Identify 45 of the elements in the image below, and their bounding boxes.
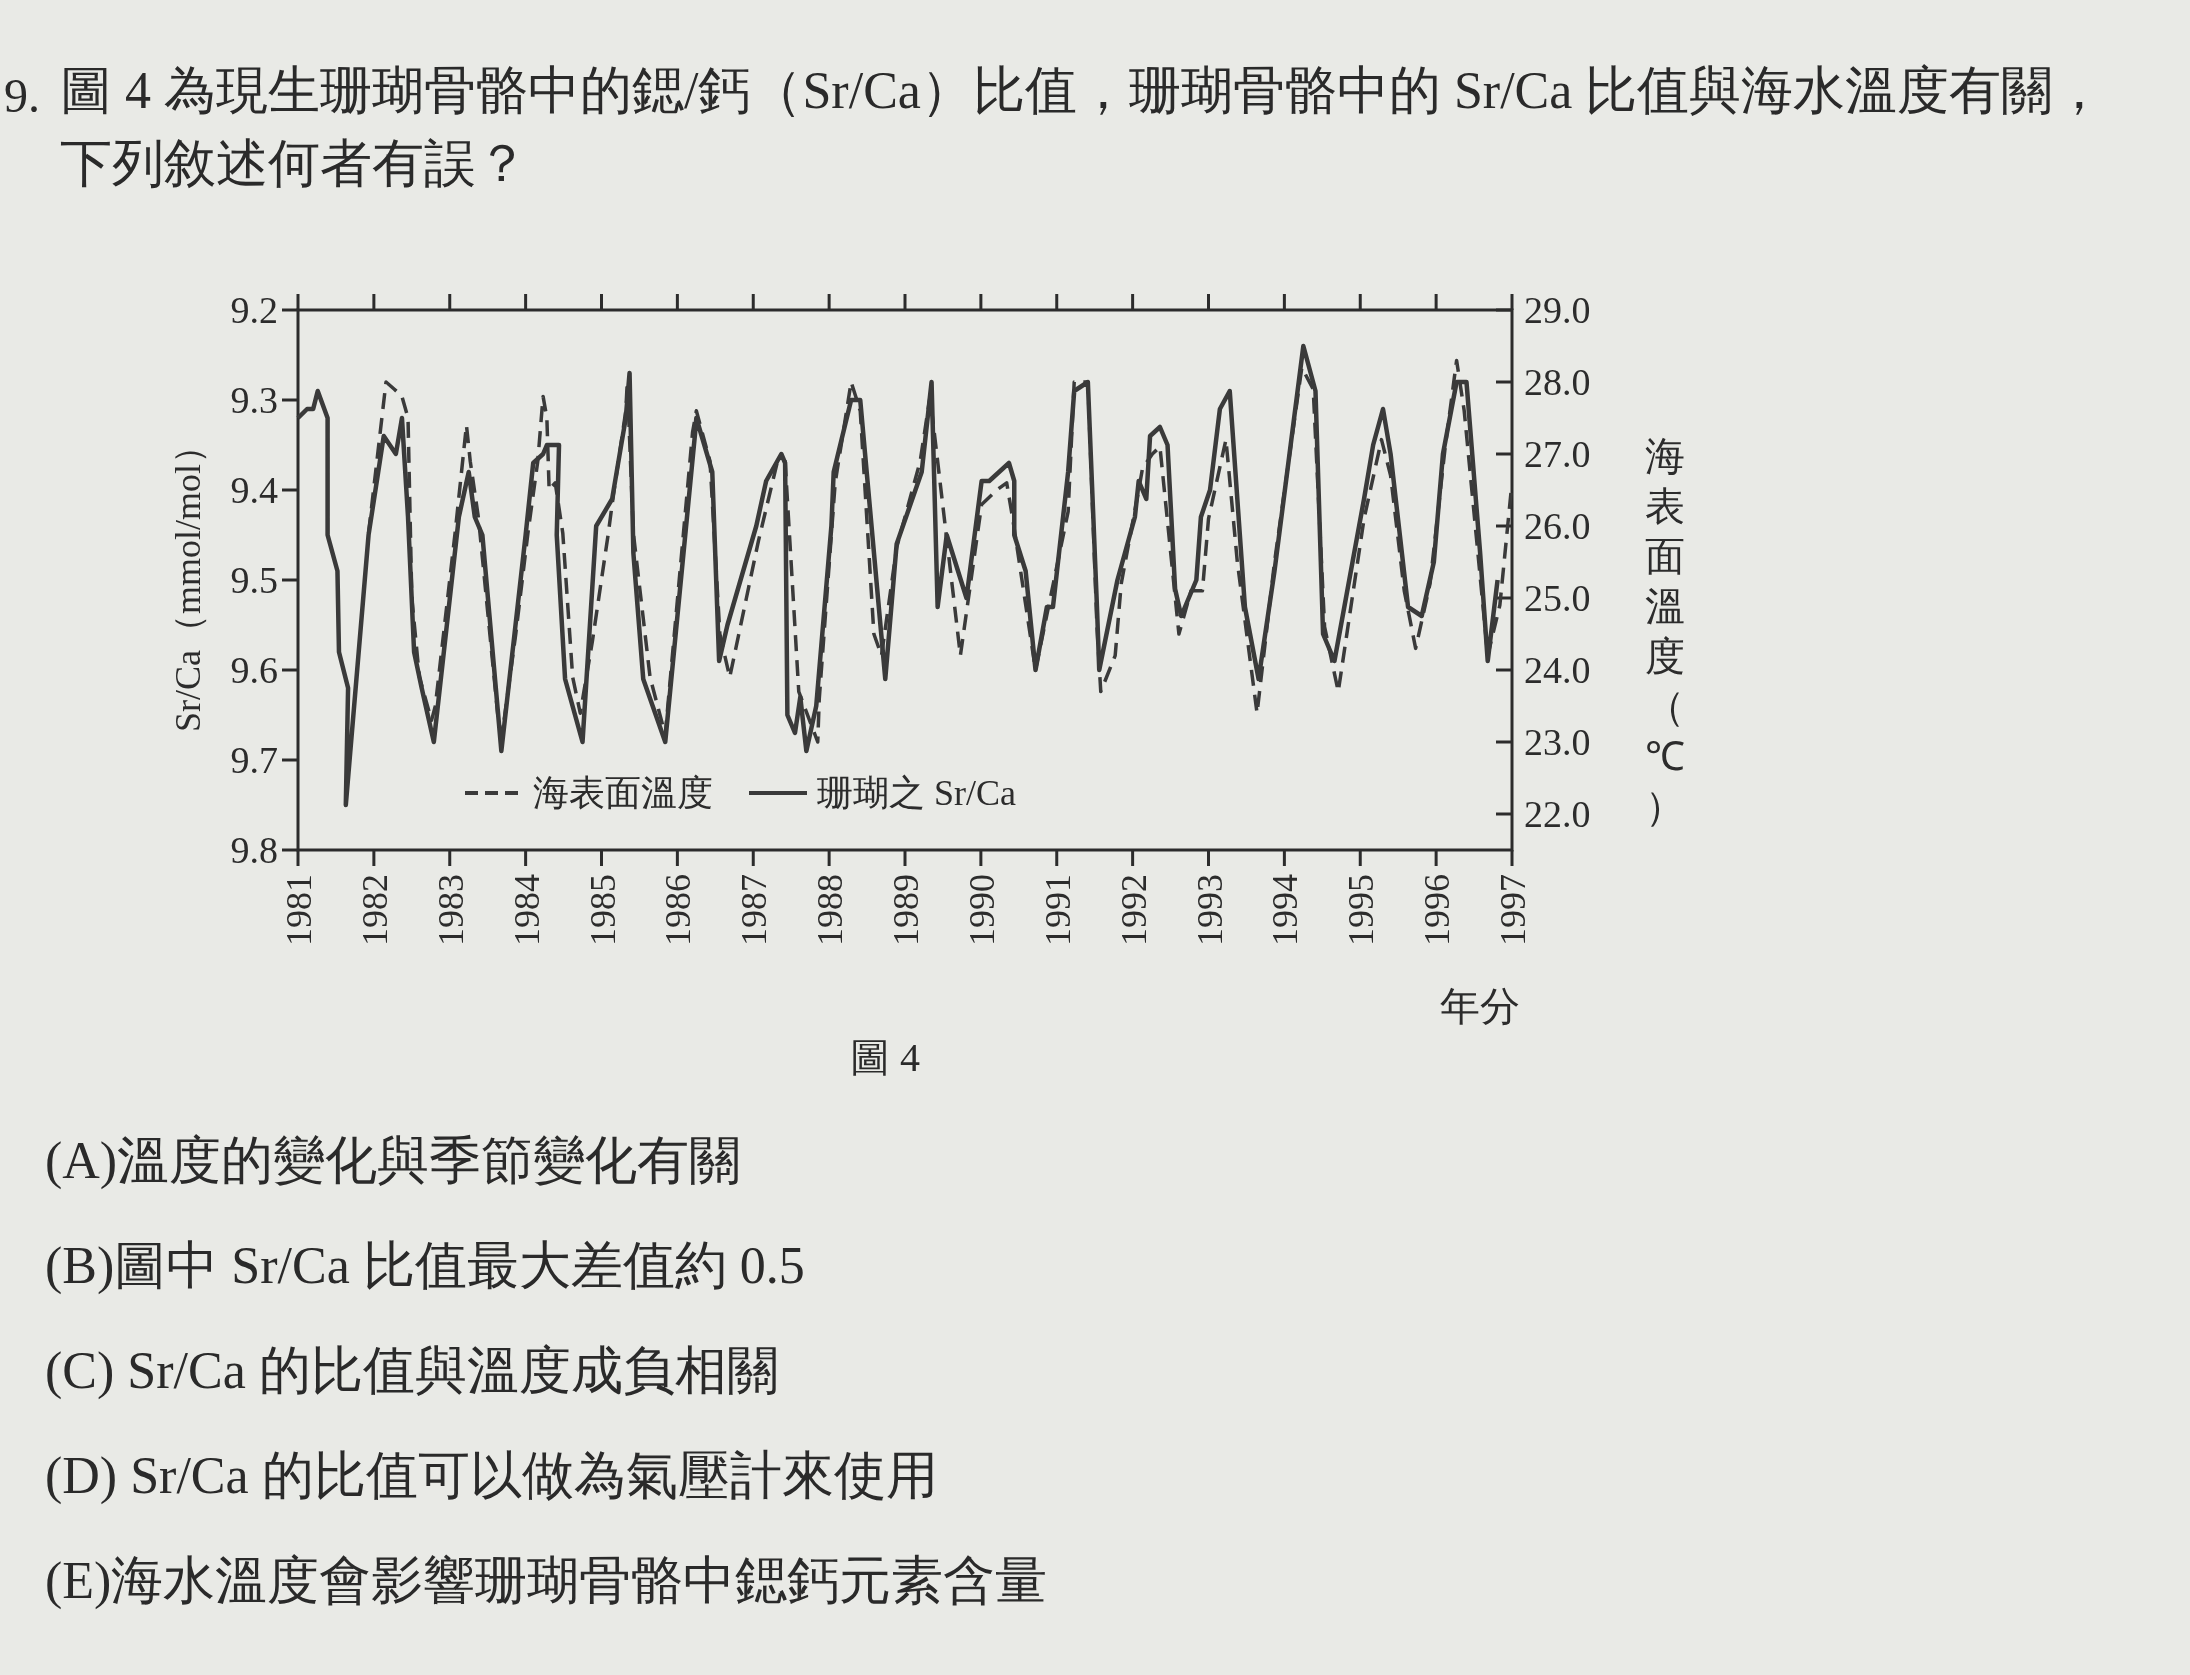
legend-label: 海表面溫度: [533, 773, 713, 813]
y2-tick-label: 23.0: [1524, 721, 1591, 763]
x-tick-label: 1994: [1265, 874, 1306, 946]
x-tick-label: 1995: [1341, 874, 1382, 946]
y2-tick-label: 25.0: [1524, 577, 1591, 619]
text: (A)溫度的變化與季節變化有關: [45, 1131, 742, 1191]
legend-label: 珊瑚之 Sr/Ca: [817, 773, 1017, 813]
y-tick-label: 9.3: [230, 379, 278, 421]
y-tick-label: 9.2: [230, 289, 278, 331]
y2-tick-label: 26.0: [1524, 505, 1591, 547]
y2-tick-label: 29.0: [1524, 289, 1591, 331]
text: (C) Sr/Ca 的比值與溫度成負相關: [45, 1341, 779, 1401]
x-tick-label: 1983: [430, 874, 471, 946]
x-tick-label: 1984: [506, 874, 547, 946]
y2-tick-label: 28.0: [1524, 361, 1591, 403]
y2-tick-label: 27.0: [1524, 433, 1591, 475]
y-tick-label: 9.8: [230, 829, 278, 871]
x-tick-label: 1997: [1493, 874, 1533, 946]
x-tick-label: 1988: [810, 874, 851, 946]
text: (B)圖中 Sr/Ca 比值最大差值約 0.5: [45, 1236, 805, 1296]
x-tick-label: 1996: [1417, 874, 1458, 946]
y-axis-title: Sr/Ca（mmol/mol）: [168, 427, 208, 733]
x-tick-label: 1992: [1113, 874, 1154, 946]
x-axis-title: 年分: [1440, 984, 1520, 1029]
x-tick-label: 1987: [734, 874, 775, 946]
y-tick-label: 9.7: [230, 739, 278, 781]
x-tick-label: 1986: [658, 874, 699, 946]
y-tick-label: 9.4: [230, 469, 278, 511]
y-tick-label: 9.5: [230, 559, 278, 601]
y2-axis-title: 海表面溫度（℃）: [1645, 434, 1685, 829]
y2-tick-label: 22.0: [1524, 793, 1591, 835]
x-tick-label: 1985: [582, 874, 623, 946]
text: (D) Sr/Ca 的比值可以做為氣壓計來使用: [45, 1446, 938, 1506]
x-tick-label: 1982: [354, 874, 395, 946]
x-tick-label: 1991: [1037, 874, 1078, 946]
x-tick-label: 1993: [1189, 874, 1230, 946]
y2-tick-label: 24.0: [1524, 649, 1591, 691]
x-tick-label: 1981: [279, 874, 319, 946]
caption: 圖 4: [850, 1034, 920, 1082]
y-tick-label: 9.6: [230, 649, 278, 691]
x-tick-label: 1990: [961, 874, 1002, 946]
text: (E)海水溫度會影響珊瑚骨骼中鍶鈣元素含量: [45, 1551, 1048, 1611]
x-tick-label: 1989: [886, 874, 926, 946]
text: 9.: [4, 68, 40, 124]
chart-title: 圖 4 為現生珊瑚骨骼中的鍶/鈣（Sr/Ca）比值，珊瑚骨骼中的 Sr/Ca 比值與海水溫度有關，下列敘述何者有誤？: [60, 61, 2107, 194]
